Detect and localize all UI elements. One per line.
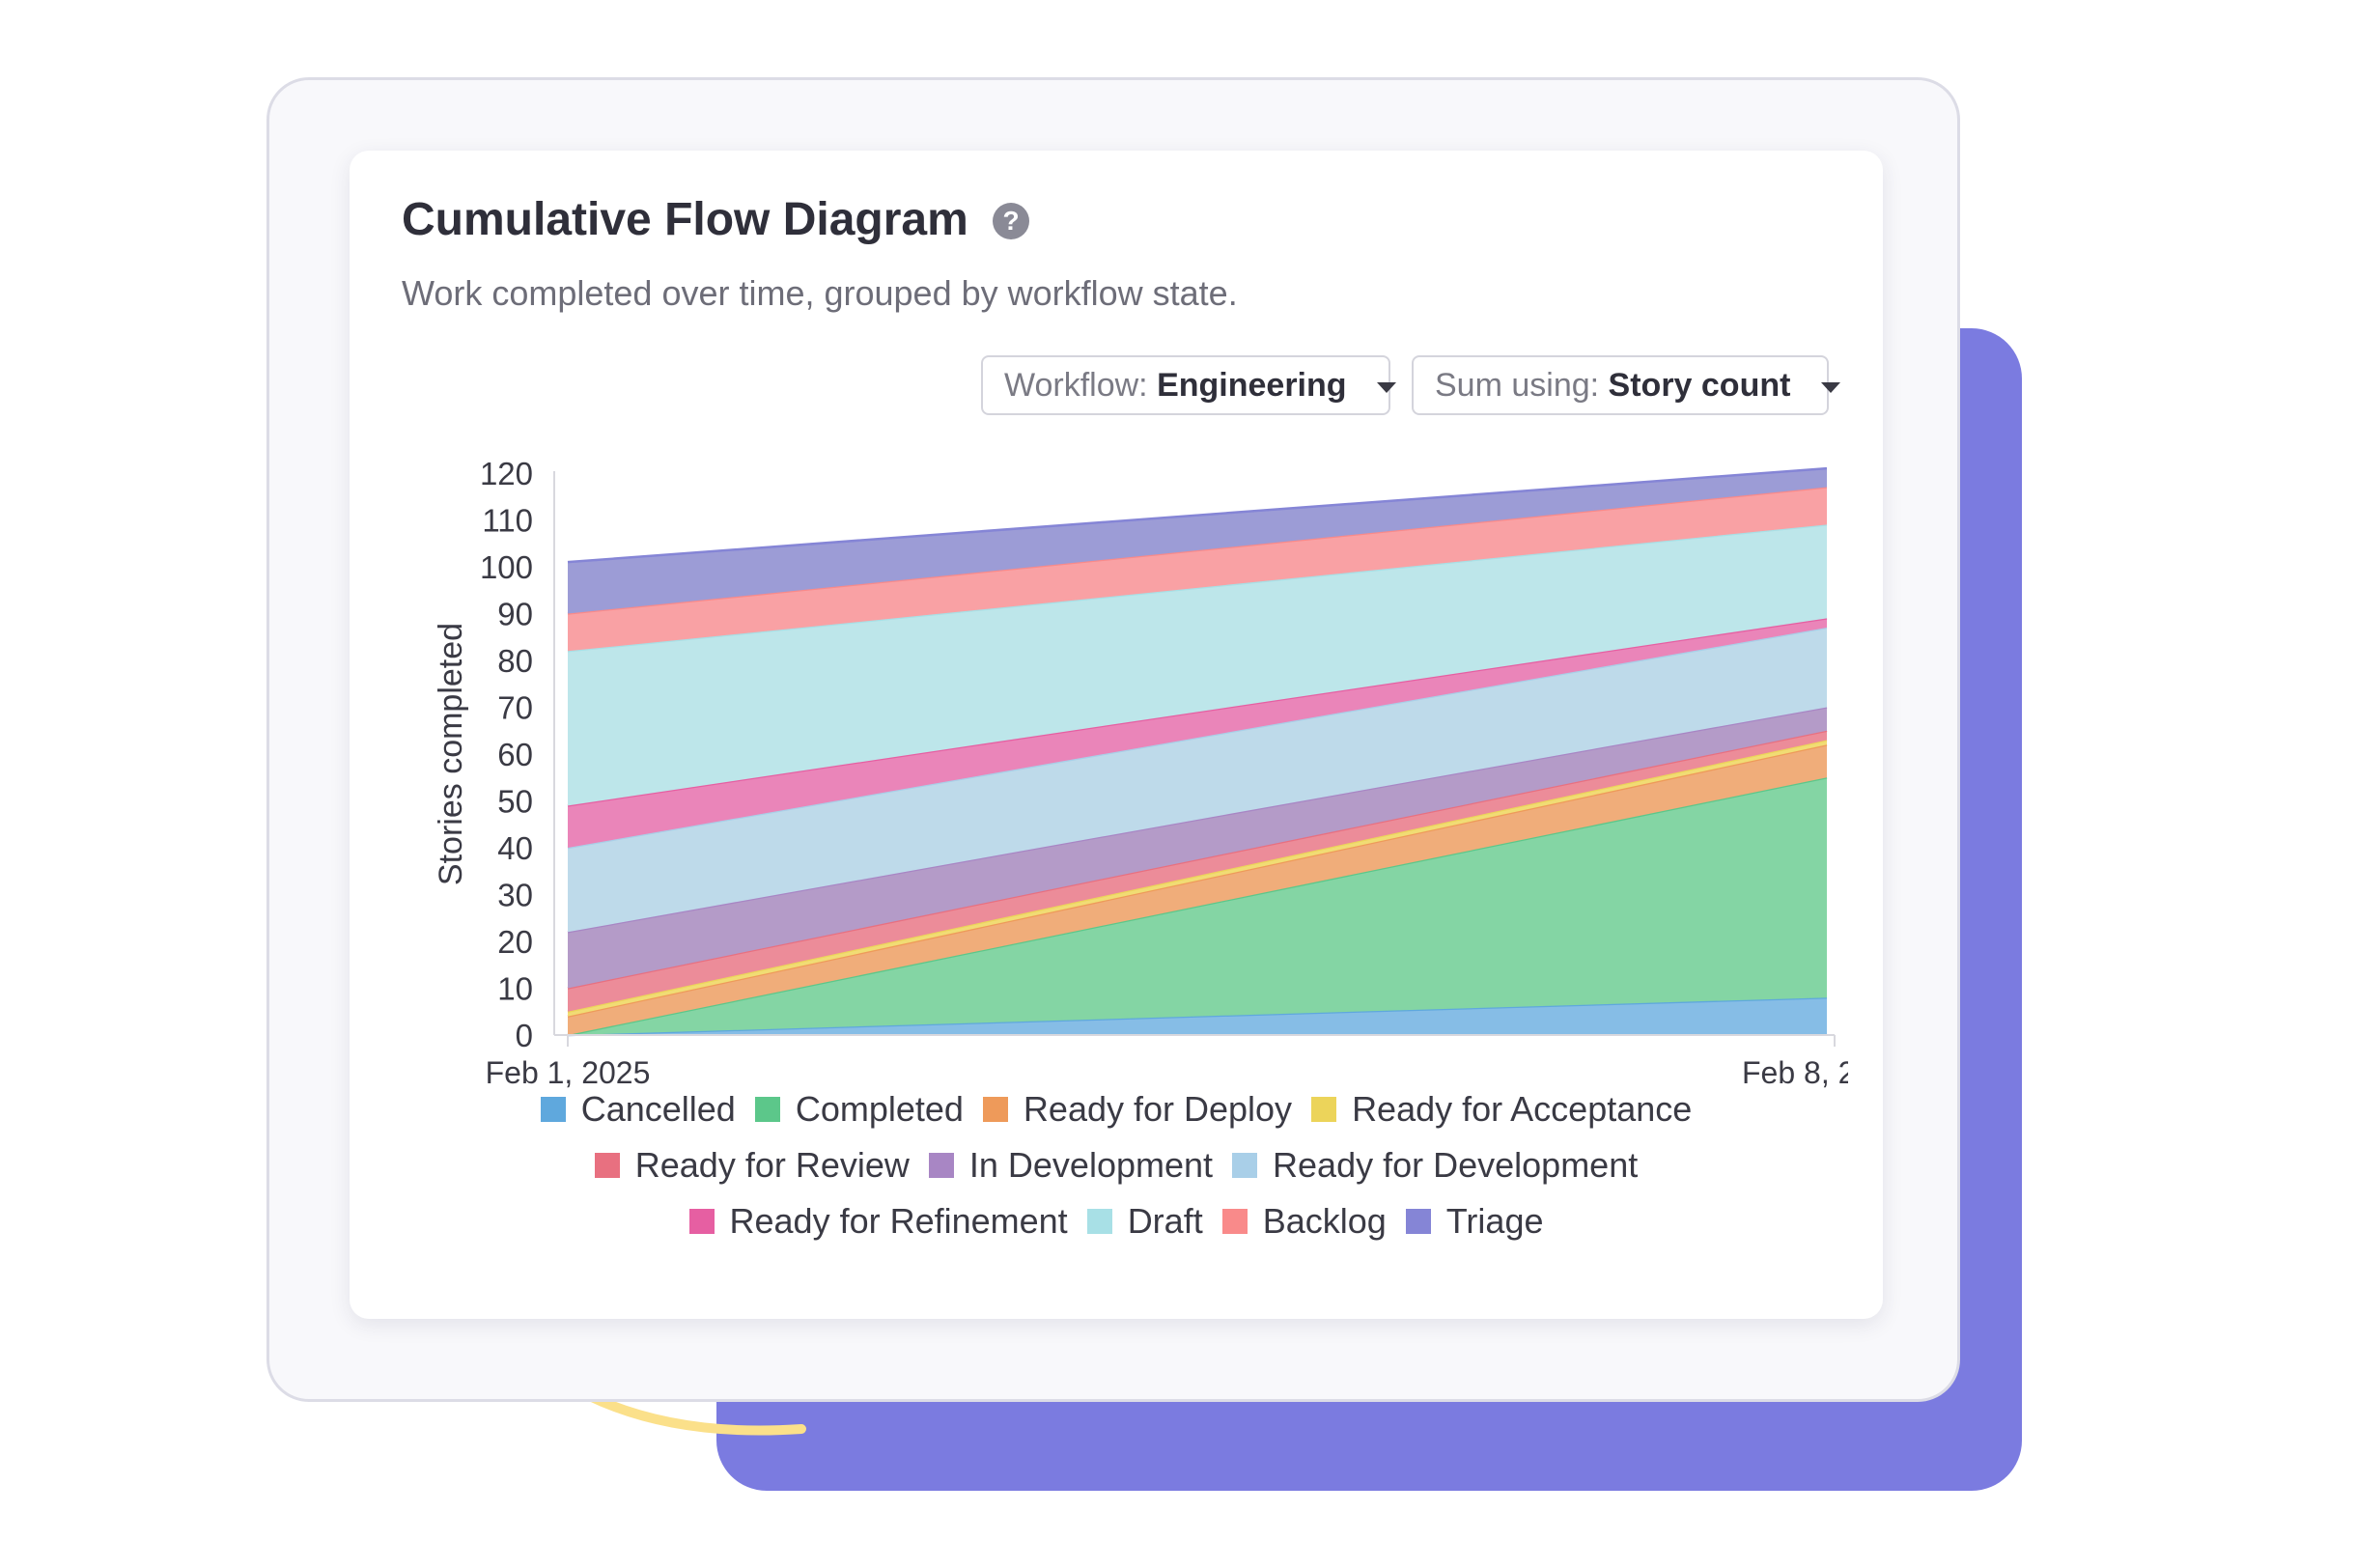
area-ready-for-development[interactable] (568, 628, 1827, 933)
area-triage[interactable] (568, 468, 1827, 614)
series-line-ready-for-development (567, 626, 1828, 850)
y-tick-label: 10 (497, 971, 533, 1007)
area-backlog[interactable] (568, 487, 1827, 652)
workflow-dropdown[interactable]: Workflow: Engineering (981, 355, 1396, 415)
workflow-dropdown-label: Workflow: (1004, 367, 1148, 404)
legend-swatch (1232, 1153, 1258, 1178)
legend-item-ready-for-development[interactable]: Ready for Development (1232, 1145, 1638, 1186)
legend-item-in-development[interactable]: In Development (928, 1145, 1214, 1186)
legend-item-completed[interactable]: Completed (754, 1089, 964, 1130)
chevron-down-icon (1377, 381, 1396, 393)
y-tick-label: 50 (497, 784, 533, 820)
y-tick-label: 80 (497, 643, 533, 679)
y-tick-label: 100 (480, 549, 533, 585)
chart-subtitle: Work completed over time, grouped by wor… (402, 273, 1238, 313)
area-draft[interactable] (568, 524, 1827, 806)
series-line-triage (567, 466, 1828, 564)
y-tick-label: 120 (480, 456, 533, 491)
y-tick-label: 60 (497, 737, 533, 772)
legend-item-ready-for-review[interactable]: Ready for Review (594, 1145, 910, 1186)
chevron-down-icon (1820, 381, 1840, 393)
legend-label: Ready for Refinement (729, 1201, 1068, 1241)
legend-swatch (1086, 1209, 1112, 1234)
legend-row: Ready for Review In Development Ready for … (350, 1137, 1883, 1193)
legend-swatch (594, 1153, 620, 1178)
legend-item-ready-for-acceptance[interactable]: Ready for Acceptance (1311, 1089, 1692, 1130)
legend-label: Cancelled (580, 1089, 736, 1129)
area-ready-for-deploy[interactable] (568, 744, 1827, 1035)
sum-using-dropdown-value: Story count (1608, 367, 1791, 404)
legend-label: In Development (968, 1145, 1214, 1185)
sum-using-dropdown[interactable]: Sum using: Story count (1412, 355, 1840, 415)
legend-label: Ready for Deploy (1023, 1089, 1293, 1129)
legend-item-triage[interactable]: Triage (1405, 1201, 1544, 1242)
legend-label: Ready for Acceptance (1352, 1089, 1693, 1129)
y-tick-label: 90 (497, 597, 533, 632)
x-tick-label: Feb 8, 2025 (1742, 1055, 1907, 1090)
legend-swatch (982, 1097, 1008, 1122)
y-tick-label: 40 (497, 830, 533, 866)
legend-swatch (928, 1153, 954, 1178)
y-tick-label: 0 (516, 1018, 533, 1053)
legend-label: Backlog (1262, 1201, 1387, 1241)
legend-item-backlog[interactable]: Backlog (1221, 1201, 1387, 1242)
legend-item-cancelled[interactable]: Cancelled (540, 1089, 736, 1130)
legend-swatch (754, 1097, 780, 1122)
legend-label: Ready for Development (1273, 1145, 1639, 1185)
area-in-development[interactable] (568, 707, 1827, 989)
x-tick-label: Feb 1, 2025 (486, 1055, 651, 1090)
legend-swatch (688, 1209, 715, 1234)
sum-using-dropdown-label: Sum using: (1435, 367, 1600, 404)
y-tick-label: 20 (497, 924, 533, 960)
y-tick-label: 70 (497, 690, 533, 726)
area-ready-for-review[interactable] (568, 730, 1827, 1012)
legend-swatch (540, 1097, 566, 1122)
area-ready-for-refinement[interactable] (568, 618, 1827, 848)
y-tick-label: 110 (482, 503, 533, 539)
chart-legend: Cancelled Completed Ready for Deploy Ready … (350, 1081, 1883, 1249)
y-axis-label: Stories completed (433, 623, 469, 885)
legend-swatch (1221, 1209, 1248, 1234)
legend-item-draft[interactable]: Draft (1086, 1201, 1203, 1242)
legend-row: Cancelled Completed Ready for Deploy Ready … (350, 1081, 1883, 1137)
legend-label: Triage (1445, 1201, 1544, 1241)
legend-item-ready-for-refinement[interactable]: Ready for Refinement (688, 1201, 1068, 1242)
workflow-dropdown-value: Engineering (1157, 367, 1347, 404)
question-circle-icon[interactable]: ? (993, 203, 1029, 239)
legend-swatch (1311, 1097, 1337, 1122)
legend-label: Draft (1127, 1201, 1203, 1241)
y-tick-label: 30 (497, 878, 533, 913)
legend-item-ready-for-deploy[interactable]: Ready for Deploy (982, 1089, 1293, 1130)
legend-row: Ready for Refinement Draft Backlog Triage (350, 1193, 1883, 1249)
legend-label: Ready for Review (634, 1145, 910, 1185)
legend-swatch (1405, 1209, 1431, 1234)
chart-title: Cumulative Flow Diagram (402, 194, 968, 245)
series-line-ready-for-deploy (567, 743, 1828, 1018)
legend-label: Completed (795, 1089, 964, 1129)
